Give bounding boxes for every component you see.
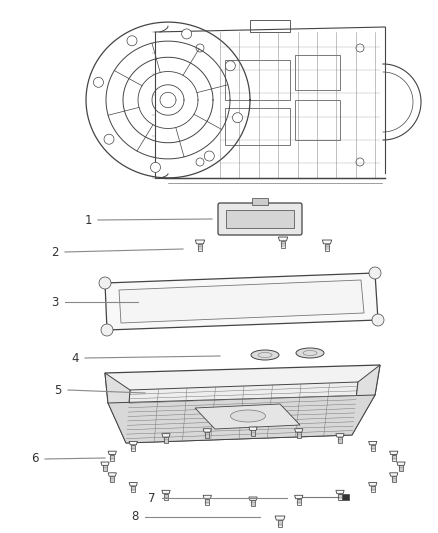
- Polygon shape: [110, 455, 114, 461]
- Polygon shape: [371, 486, 374, 492]
- FancyBboxPatch shape: [218, 203, 302, 235]
- Ellipse shape: [230, 410, 265, 422]
- Circle shape: [127, 36, 137, 46]
- Polygon shape: [164, 494, 168, 500]
- Polygon shape: [297, 432, 300, 438]
- Polygon shape: [103, 465, 107, 471]
- Ellipse shape: [251, 350, 279, 360]
- Polygon shape: [101, 462, 109, 465]
- Polygon shape: [105, 365, 380, 403]
- Polygon shape: [195, 404, 300, 429]
- Polygon shape: [325, 244, 329, 251]
- Text: 2: 2: [51, 246, 59, 259]
- Polygon shape: [371, 445, 374, 451]
- Circle shape: [356, 44, 364, 52]
- Polygon shape: [390, 473, 398, 476]
- Circle shape: [196, 44, 204, 52]
- Polygon shape: [322, 240, 332, 244]
- Circle shape: [93, 77, 103, 87]
- Text: 7: 7: [148, 491, 156, 505]
- Text: 4: 4: [71, 351, 79, 365]
- Polygon shape: [336, 490, 344, 494]
- Polygon shape: [129, 482, 138, 486]
- Polygon shape: [131, 486, 135, 492]
- Polygon shape: [108, 451, 117, 455]
- Circle shape: [182, 29, 192, 39]
- Ellipse shape: [296, 348, 324, 358]
- Polygon shape: [281, 241, 285, 248]
- Polygon shape: [162, 434, 170, 437]
- Polygon shape: [399, 465, 403, 471]
- Polygon shape: [295, 429, 303, 432]
- Circle shape: [196, 158, 204, 166]
- Polygon shape: [205, 499, 209, 505]
- Text: 5: 5: [54, 384, 62, 397]
- Circle shape: [99, 277, 111, 289]
- Circle shape: [233, 112, 243, 123]
- Polygon shape: [198, 244, 202, 251]
- Text: 8: 8: [131, 511, 139, 523]
- Polygon shape: [110, 476, 114, 482]
- Polygon shape: [338, 437, 342, 443]
- Circle shape: [226, 61, 235, 71]
- Polygon shape: [195, 240, 205, 244]
- FancyBboxPatch shape: [226, 210, 294, 228]
- Polygon shape: [129, 441, 138, 445]
- Polygon shape: [397, 462, 405, 465]
- Circle shape: [104, 134, 114, 144]
- Circle shape: [356, 158, 364, 166]
- Polygon shape: [108, 395, 375, 443]
- Polygon shape: [295, 495, 303, 499]
- Polygon shape: [162, 490, 170, 494]
- Polygon shape: [249, 497, 257, 500]
- Polygon shape: [105, 273, 378, 330]
- Polygon shape: [131, 445, 135, 451]
- Text: 3: 3: [51, 295, 59, 309]
- Polygon shape: [108, 473, 117, 476]
- Polygon shape: [278, 520, 282, 527]
- FancyBboxPatch shape: [252, 198, 268, 205]
- Polygon shape: [205, 432, 209, 438]
- Polygon shape: [390, 451, 398, 455]
- Polygon shape: [338, 494, 342, 500]
- Polygon shape: [336, 434, 344, 437]
- Polygon shape: [369, 441, 377, 445]
- Polygon shape: [164, 437, 168, 443]
- Polygon shape: [126, 382, 358, 443]
- Text: 6: 6: [31, 453, 39, 465]
- Polygon shape: [278, 237, 288, 241]
- Circle shape: [204, 151, 214, 161]
- Polygon shape: [297, 499, 300, 505]
- Polygon shape: [251, 430, 255, 437]
- Polygon shape: [119, 280, 364, 323]
- Polygon shape: [392, 476, 396, 482]
- Polygon shape: [203, 429, 212, 432]
- Polygon shape: [105, 373, 130, 443]
- Polygon shape: [392, 455, 396, 461]
- Circle shape: [369, 267, 381, 279]
- Text: 1: 1: [84, 214, 92, 227]
- Circle shape: [372, 314, 384, 326]
- Polygon shape: [352, 365, 380, 435]
- Polygon shape: [203, 495, 212, 499]
- Polygon shape: [249, 427, 257, 430]
- Polygon shape: [369, 482, 377, 486]
- Polygon shape: [275, 516, 285, 520]
- Circle shape: [101, 324, 113, 336]
- Polygon shape: [251, 500, 255, 506]
- FancyBboxPatch shape: [250, 20, 290, 32]
- Circle shape: [151, 163, 160, 172]
- FancyBboxPatch shape: [339, 494, 349, 500]
